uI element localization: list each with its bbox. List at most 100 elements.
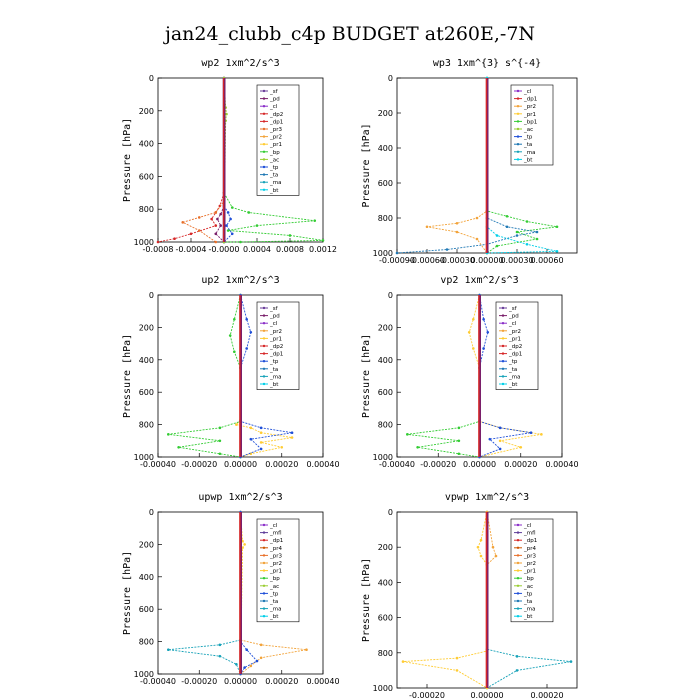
series-point-tp xyxy=(529,431,533,435)
series-point-pr2 xyxy=(259,643,263,647)
legend-label: _bp xyxy=(523,576,534,582)
legend-marker xyxy=(262,181,266,184)
series-point-bt xyxy=(525,242,529,246)
x-tick-label: -0.00040 xyxy=(379,460,415,469)
legend-marker xyxy=(262,360,266,363)
x-tick-label: -0.00020 xyxy=(181,460,217,469)
legend-label: _ta xyxy=(269,599,278,605)
series-point-bp xyxy=(177,445,180,449)
series-line-pr2 xyxy=(426,78,488,254)
legend-label: _bt xyxy=(523,157,533,163)
legend-label: _pr1 xyxy=(523,569,536,575)
series-point-pr2 xyxy=(494,554,498,558)
legend-marker xyxy=(501,352,505,355)
x-tick-label: 0.00040 xyxy=(306,460,339,469)
series-point-pr2 xyxy=(249,664,253,668)
legend-marker xyxy=(262,329,266,332)
legend-marker xyxy=(262,135,266,138)
legend-label: _dp2 xyxy=(269,112,283,118)
legend-marker xyxy=(262,314,266,317)
legend-label: _ta xyxy=(508,367,517,373)
x-tick-label: 0.00020 xyxy=(265,460,298,469)
legend-marker xyxy=(516,615,520,618)
series-point-ac xyxy=(225,112,228,116)
legend-marker xyxy=(262,554,266,557)
y-axis-label: Pressure [hPa] xyxy=(122,118,133,202)
series-point-pr2 xyxy=(491,545,495,549)
legend-marker xyxy=(516,158,520,161)
y-tick-label: 800 xyxy=(139,421,154,430)
legend-marker xyxy=(262,375,266,378)
series-point-dp2 xyxy=(214,224,218,227)
y-tick-label: 400 xyxy=(139,573,154,582)
series-point-dp2 xyxy=(189,232,193,236)
y-tick-label: 800 xyxy=(378,649,393,658)
series-point-bp xyxy=(218,452,222,456)
series-point-pr1 xyxy=(479,554,483,558)
y-tick-label: 600 xyxy=(139,388,154,397)
legend-marker xyxy=(262,531,266,534)
x-tick-label: 0.00030 xyxy=(500,256,533,265)
y-tick-label: 600 xyxy=(139,605,154,614)
legend-marker xyxy=(516,539,520,542)
legend-marker xyxy=(262,367,266,370)
series-point-ma xyxy=(515,655,519,658)
series-point-pr3 xyxy=(214,211,218,214)
series-point-bp xyxy=(226,229,230,232)
series-point-pr3 xyxy=(197,216,201,219)
legend-label: _ac xyxy=(523,584,533,590)
legend-marker xyxy=(516,105,520,108)
x-tick-label: 0.00000 xyxy=(463,460,496,469)
legend-label: _dp2 xyxy=(508,344,522,350)
y-axis-label: Pressure [hPa] xyxy=(361,334,372,418)
series-point-pr2 xyxy=(475,237,479,241)
series-point-pr1 xyxy=(519,445,523,449)
legend-marker xyxy=(516,135,520,138)
series-point-bp1 xyxy=(505,214,509,218)
legend-marker xyxy=(501,329,505,332)
series-point-bp xyxy=(228,334,232,337)
legend-marker xyxy=(516,97,520,100)
series-point-pd xyxy=(219,224,222,227)
series-point-pr3 xyxy=(214,240,218,244)
series-point-pr1 xyxy=(290,436,294,439)
legend-label: _ac xyxy=(269,584,279,590)
panel-title: upwp 1xm^2/s^3 xyxy=(198,492,282,503)
series-point-bp xyxy=(247,211,251,214)
series-point-tp xyxy=(229,217,232,221)
series-point-dp2 xyxy=(173,237,176,241)
y-tick-label: 200 xyxy=(139,107,154,116)
series-point-ta xyxy=(515,234,519,237)
x-tick-label: 0.0008 xyxy=(276,245,304,254)
series-point-ta xyxy=(505,225,509,229)
legend-label: _pr3 xyxy=(523,553,537,559)
series-point-tp xyxy=(482,347,485,350)
series-point-pr1 xyxy=(249,426,253,430)
x-tick-label: -0.00090 xyxy=(379,256,415,265)
legend-label: _cl xyxy=(269,523,278,529)
legend-marker xyxy=(262,561,266,565)
series-point-tp xyxy=(245,648,248,651)
legend-marker xyxy=(262,127,266,131)
x-tick-label: 0.00060 xyxy=(530,256,563,265)
legend-label: _cl xyxy=(523,523,532,529)
legend-marker xyxy=(262,592,266,595)
legend-marker xyxy=(262,352,266,355)
legend-marker xyxy=(501,314,505,317)
legend-marker xyxy=(516,554,520,557)
legend-marker xyxy=(262,306,266,310)
legend-label: _pr1 xyxy=(269,142,282,148)
legend-label: _ac xyxy=(523,127,533,133)
legend-label: _cl xyxy=(269,104,278,110)
legend-label: _tp xyxy=(269,165,279,171)
legend-marker xyxy=(516,112,520,116)
legend-label: _pr3 xyxy=(269,553,283,559)
series-point-tp xyxy=(486,330,490,334)
legend-marker xyxy=(516,599,520,603)
series-point-pd xyxy=(219,212,222,216)
y-tick-label: 400 xyxy=(378,356,393,365)
legend-marker xyxy=(262,577,266,580)
y-tick-label: 400 xyxy=(378,578,393,587)
legend-label: _tp xyxy=(523,591,533,597)
legend-marker xyxy=(262,539,266,542)
